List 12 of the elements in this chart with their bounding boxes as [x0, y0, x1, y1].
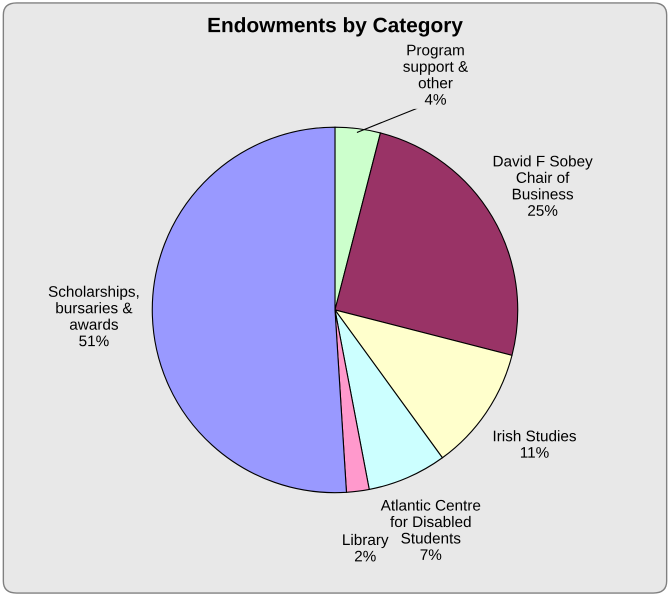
- slice-label: Program support & other: [403, 44, 468, 88]
- slice-label: Scholarships, bursaries & awards: [48, 286, 138, 330]
- data-label: 11%: [520, 447, 549, 458]
- slice-label: Irish Studies: [494, 430, 576, 442]
- data-label: 7%: [420, 549, 442, 560]
- chart-title: Endowments by Category: [208, 17, 463, 37]
- slice-label: Library: [343, 534, 389, 548]
- data-label: 25%: [528, 205, 558, 216]
- data-label: 4%: [424, 94, 446, 105]
- data-label: 51%: [79, 336, 109, 346]
- data-label: 2%: [354, 550, 376, 562]
- slice-label: David F Sobey Chair of Business: [494, 155, 593, 200]
